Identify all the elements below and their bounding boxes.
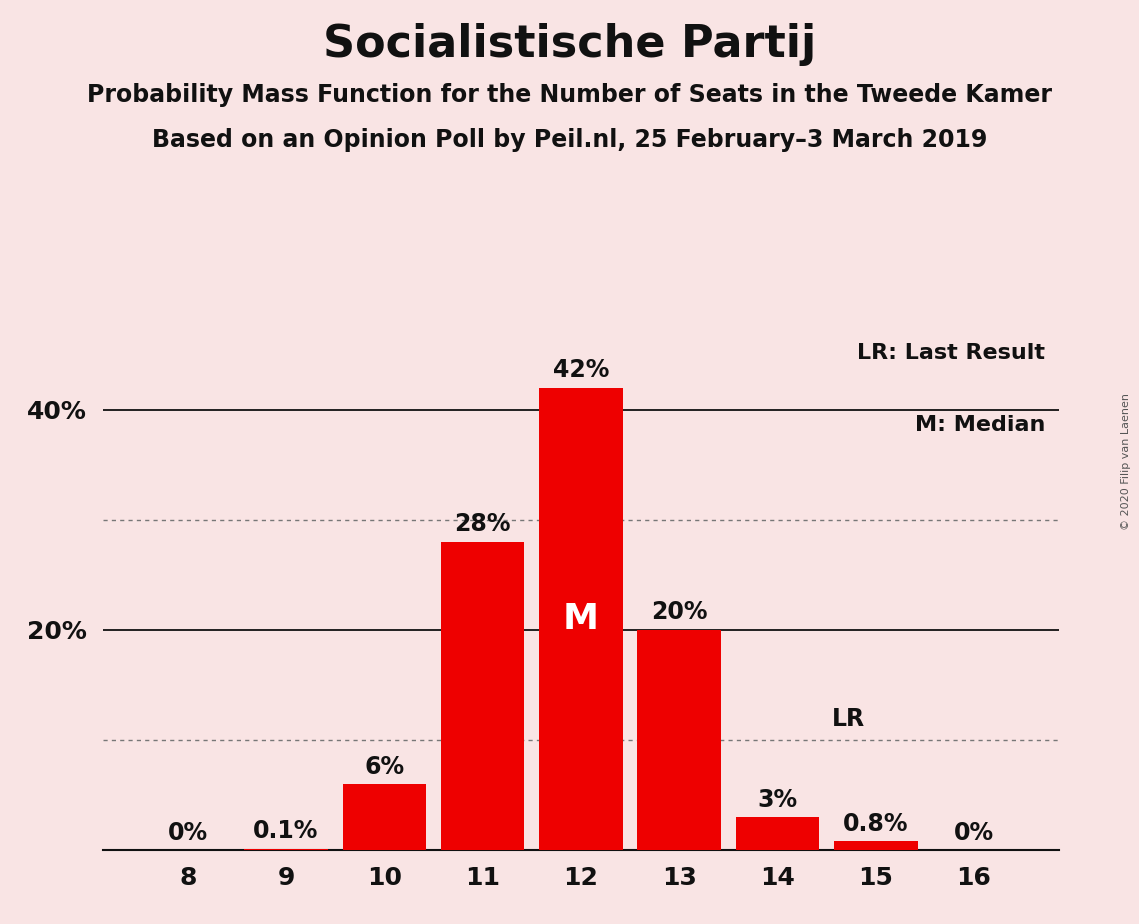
Text: 6%: 6% (364, 755, 404, 779)
Text: 0.8%: 0.8% (843, 812, 909, 836)
Bar (244, 849, 328, 850)
Bar (834, 841, 918, 850)
Text: 42%: 42% (552, 359, 609, 383)
Bar (343, 784, 426, 850)
Text: © 2020 Filip van Laenen: © 2020 Filip van Laenen (1121, 394, 1131, 530)
Text: Socialistische Partij: Socialistische Partij (322, 23, 817, 67)
Text: 0%: 0% (954, 821, 994, 845)
Bar (638, 630, 721, 850)
Text: 28%: 28% (454, 512, 511, 536)
Text: Based on an Opinion Poll by Peil.nl, 25 February–3 March 2019: Based on an Opinion Poll by Peil.nl, 25 … (151, 128, 988, 152)
Text: 20%: 20% (650, 601, 707, 625)
Text: M: M (563, 602, 599, 636)
Bar (736, 817, 819, 850)
Text: M: Median: M: Median (915, 416, 1044, 435)
Bar (441, 541, 524, 850)
Text: LR: LR (831, 707, 865, 731)
Bar (539, 388, 623, 850)
Text: LR: Last Result: LR: Last Result (857, 343, 1044, 363)
Text: 0.1%: 0.1% (253, 820, 319, 844)
Text: Probability Mass Function for the Number of Seats in the Tweede Kamer: Probability Mass Function for the Number… (87, 83, 1052, 107)
Text: 3%: 3% (757, 787, 797, 811)
Text: 0%: 0% (167, 821, 207, 845)
